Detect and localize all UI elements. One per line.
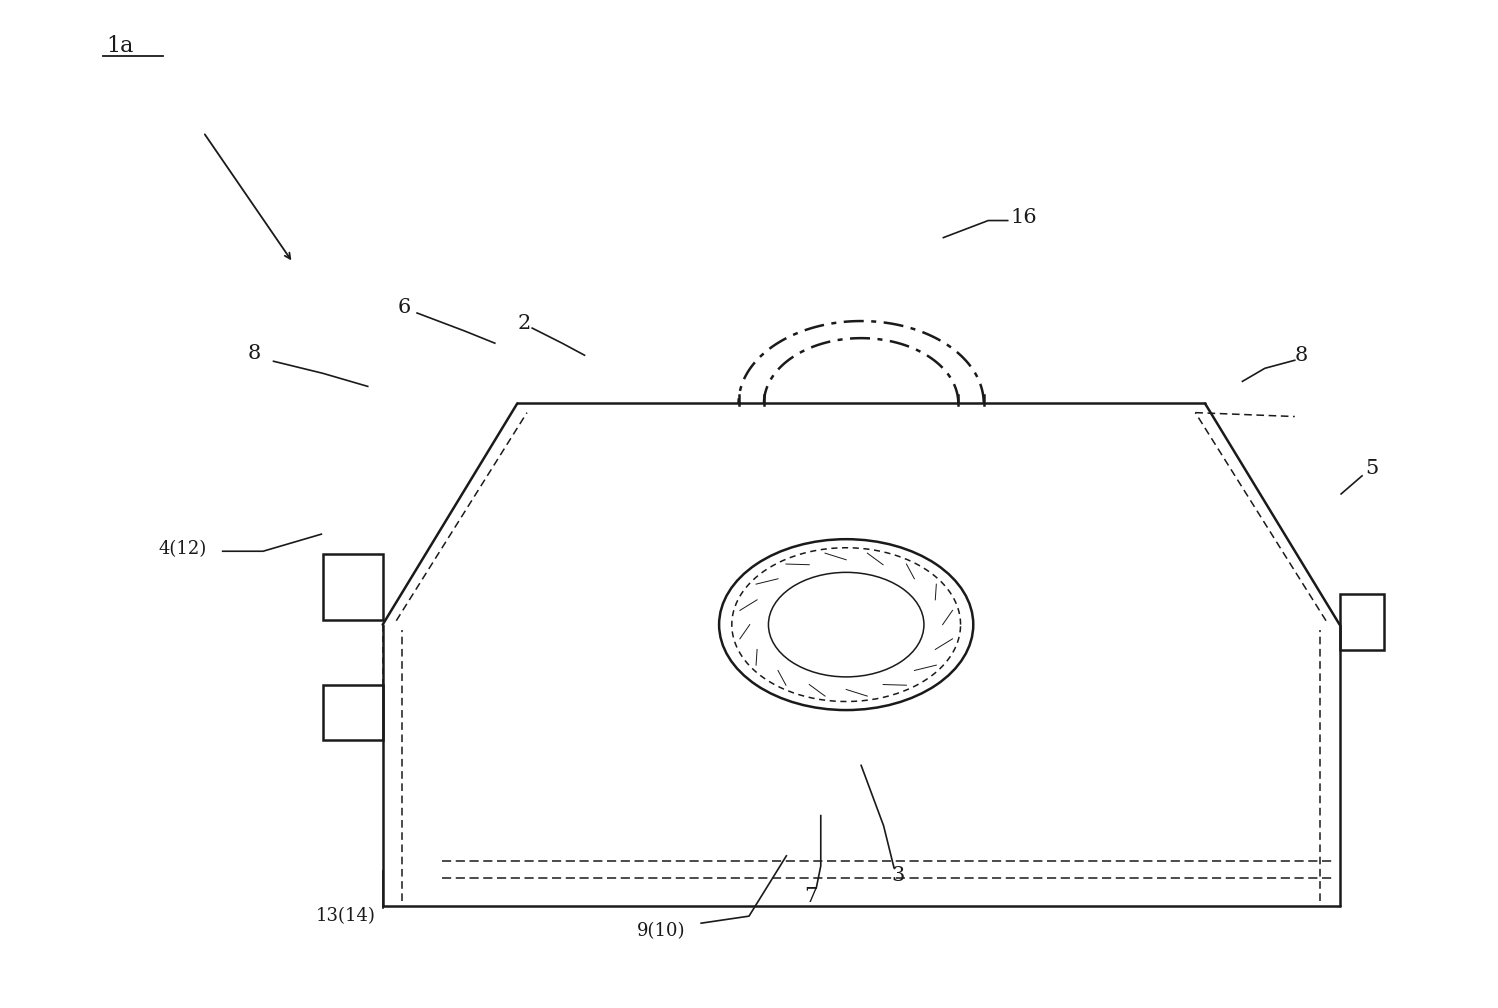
Text: 3: 3 [891,867,905,885]
Bar [1339,595,1384,650]
Text: 7: 7 [804,887,818,905]
Text: 8: 8 [1294,346,1308,365]
Text: 4(12): 4(12) [159,540,207,558]
Bar [324,554,382,620]
Text: 1a: 1a [106,34,133,56]
Text: 9(10): 9(10) [637,922,686,940]
Bar [324,685,382,740]
Text: 8: 8 [249,344,261,363]
Text: 13(14): 13(14) [316,907,376,925]
Text: 5: 5 [1365,460,1378,479]
Text: 6: 6 [397,298,410,318]
Text: 2: 2 [517,313,530,333]
Text: 16: 16 [1011,208,1037,227]
